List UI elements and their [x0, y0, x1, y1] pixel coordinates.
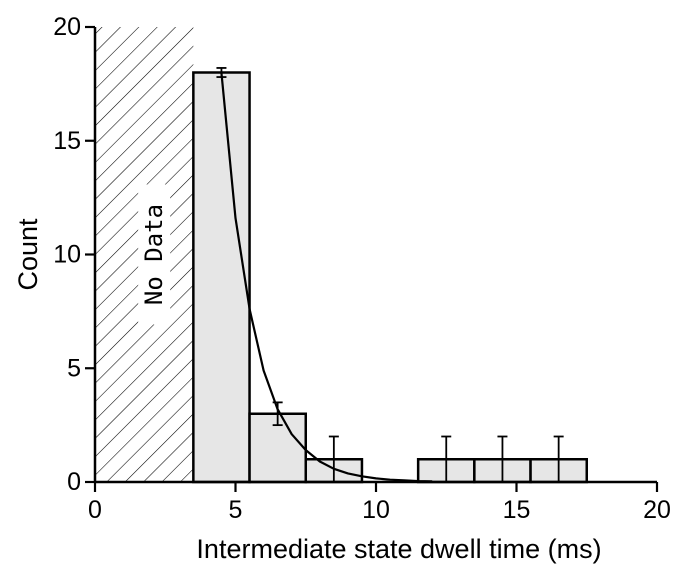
no-data-label-background [138, 184, 171, 325]
exponential-fit-curve [220, 72, 433, 483]
y-axis-title: Count [13, 218, 43, 291]
x-tick-label-15: 15 [503, 496, 531, 524]
y-tick-label-10: 10 [53, 241, 81, 269]
no-data-label: No Data [140, 204, 168, 305]
y-tick-label-15: 15 [53, 127, 81, 155]
histogram-bar-0 [192, 71, 251, 484]
x-axis-title: Intermediate state dwell time (ms) [196, 534, 601, 564]
x-tick-label-10: 10 [362, 496, 390, 524]
y-tick-label-20: 20 [53, 13, 81, 41]
y-tick-label-5: 5 [67, 354, 81, 382]
x-tick-label-0: 0 [88, 496, 102, 524]
x-tick-label-20: 20 [643, 496, 671, 524]
y-tick-label-0: 0 [67, 468, 81, 496]
x-tick-label-5: 5 [229, 496, 243, 524]
